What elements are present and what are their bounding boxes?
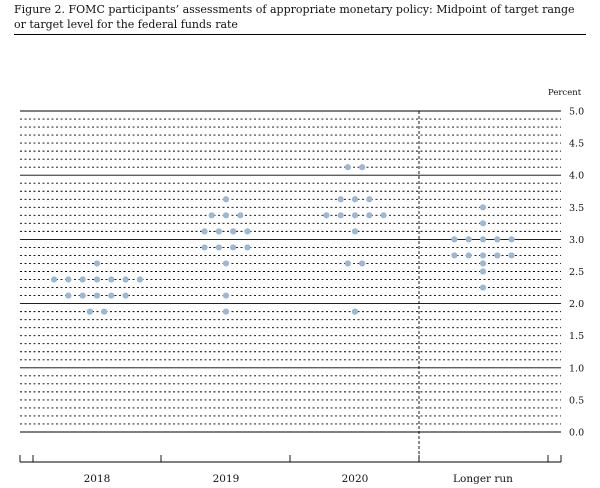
participant-dot xyxy=(51,276,58,283)
y-tick-label: 2.5 xyxy=(569,267,584,278)
participant-dot xyxy=(479,268,487,275)
participant-dot xyxy=(108,276,115,283)
participant-dot xyxy=(201,228,208,235)
participant-dot xyxy=(222,260,230,267)
participant-dot xyxy=(508,236,515,243)
participant-dot xyxy=(215,244,222,251)
participant-dot xyxy=(351,308,359,315)
participant-dot xyxy=(222,308,230,315)
participant-dot xyxy=(337,212,344,219)
y-tick-label: 3.5 xyxy=(569,203,584,214)
x-category-label: 2018 xyxy=(84,473,111,485)
participant-dot xyxy=(201,244,208,251)
participant-dot xyxy=(344,260,351,267)
participant-dot xyxy=(380,212,387,219)
participant-dot xyxy=(479,204,487,211)
participant-dot xyxy=(230,228,237,235)
participant-dot xyxy=(79,292,86,299)
participant-dot xyxy=(479,284,487,291)
participant-dot xyxy=(323,212,330,219)
participant-dot xyxy=(451,252,458,259)
participant-dot xyxy=(479,236,487,243)
participant-dot xyxy=(366,212,373,219)
participant-dot xyxy=(122,292,129,299)
participant-dot xyxy=(494,236,501,243)
participant-dot xyxy=(359,260,366,267)
participant-dot xyxy=(479,220,487,227)
participant-dot xyxy=(79,276,86,283)
participant-dot xyxy=(465,236,472,243)
participant-dot xyxy=(215,228,222,235)
y-tick-label: 4.5 xyxy=(569,139,584,150)
y-tick-label: 1.0 xyxy=(569,363,584,374)
x-category-label: 2020 xyxy=(342,473,369,485)
participant-dot xyxy=(244,244,251,251)
participant-dot xyxy=(65,276,72,283)
y-tick-label: 0.5 xyxy=(569,395,584,406)
participant-dot xyxy=(86,308,93,315)
participant-dot xyxy=(465,252,472,259)
y-tick-label: 3.0 xyxy=(569,235,584,246)
participant-dot xyxy=(222,292,230,299)
participant-dot xyxy=(93,260,101,267)
participant-dot xyxy=(222,212,230,219)
participant-dot xyxy=(337,196,344,203)
participant-dot xyxy=(93,276,101,283)
participant-dot xyxy=(237,212,244,219)
y-tick-label: 5.0 xyxy=(569,107,584,118)
unit-label: Percent xyxy=(548,88,582,98)
participant-dot xyxy=(451,236,458,243)
participant-dot xyxy=(366,196,373,203)
participant-dot xyxy=(101,308,108,315)
participant-dot xyxy=(222,196,230,203)
participant-dot xyxy=(508,252,515,259)
y-tick-label: 4.0 xyxy=(569,171,584,182)
participant-dot xyxy=(230,244,237,251)
participant-dot xyxy=(65,292,72,299)
participant-dot xyxy=(351,228,359,235)
participant-dot xyxy=(494,252,501,259)
x-category-label: Longer run xyxy=(453,473,513,485)
participant-dot xyxy=(359,164,366,171)
participant-dot xyxy=(108,292,115,299)
x-category-label: 2019 xyxy=(213,473,240,485)
y-tick-label: 1.5 xyxy=(569,331,584,342)
participant-dot xyxy=(244,228,251,235)
participant-dot xyxy=(93,292,101,299)
participant-dot xyxy=(479,260,487,267)
participant-dot xyxy=(479,252,487,259)
y-tick-label: 0.0 xyxy=(569,428,584,439)
participant-dot xyxy=(208,212,215,219)
figure-title: Figure 2. FOMC participants’ assessments… xyxy=(14,2,586,35)
participant-dot xyxy=(122,276,129,283)
participant-dot xyxy=(136,276,143,283)
participant-dot xyxy=(351,212,359,219)
participant-dot xyxy=(344,164,351,171)
y-tick-label: 2.0 xyxy=(569,299,584,310)
participant-dot xyxy=(351,196,359,203)
